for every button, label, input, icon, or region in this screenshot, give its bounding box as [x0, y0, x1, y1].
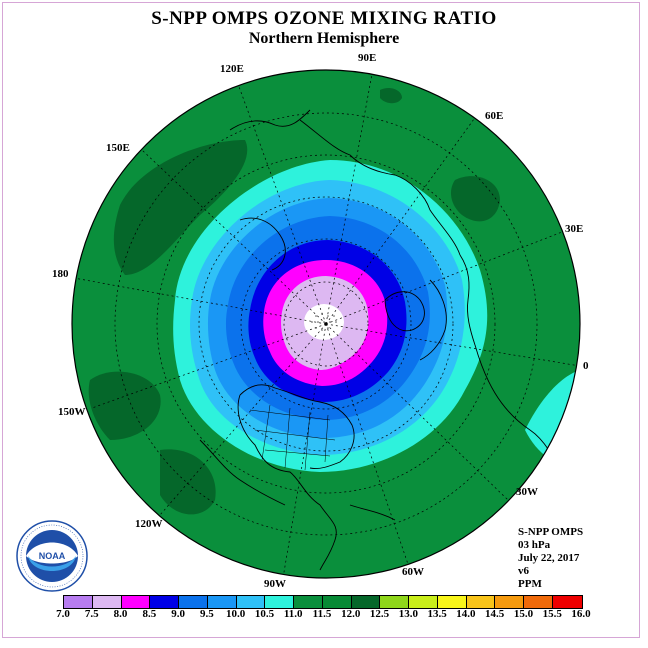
- colorbar-tick-label: 15.0: [513, 608, 534, 620]
- colorbar-tick-label: 10.0: [226, 608, 246, 620]
- colorbar: [63, 595, 583, 609]
- lon-label-60w: 60W: [402, 566, 424, 578]
- colorbar-tick-label: 12.0: [341, 608, 361, 620]
- colorbar-tick-label: 8.0: [113, 608, 128, 620]
- colorbar-tick-label: 14.0: [456, 608, 476, 620]
- colorbar-swatch: [179, 596, 208, 608]
- colorbar-swatch: [380, 596, 410, 608]
- pressure-level-label: 03 hPa: [518, 539, 551, 551]
- latitude-circles: [114, 112, 538, 536]
- map-boundary: [71, 69, 581, 579]
- noaa-logo: NOAA: [16, 520, 88, 592]
- field-12-patch-pacific: [113, 140, 248, 275]
- lon-label-180: 180: [52, 268, 69, 280]
- colorbar-swatch: [466, 596, 496, 608]
- colorbar-tick-label: 7.0: [56, 608, 70, 620]
- metadata-block: S-NPP OMPS 03 hPa July 22, 2017 v6 PPM: [518, 526, 583, 591]
- colorbar-tick-label: 11.5: [312, 608, 332, 620]
- colorbar-swatch: [524, 596, 554, 608]
- colorbar-swatch: [351, 596, 381, 608]
- lon-label-60e: 60E: [485, 110, 504, 122]
- colorbar-swatch: [207, 596, 237, 608]
- meridians: [73, 73, 580, 578]
- colorbar-swatch: [121, 596, 151, 608]
- colorbar-tick-label: 14.5: [485, 608, 505, 620]
- colorbar-tick-label: 9.0: [171, 608, 185, 620]
- noaa-logo-text: NOAA: [39, 551, 66, 561]
- map-subtitle: Northern Hemisphere: [248, 30, 400, 47]
- lon-label-120e: 120E: [220, 63, 244, 75]
- colorbar-tick-label: 11.0: [283, 608, 303, 620]
- map-title: S-NPP OMPS OZONE MIXING RATIO: [151, 8, 497, 29]
- colorbar-swatch: [64, 596, 93, 608]
- colorbar-tick-label: 7.5: [84, 608, 99, 620]
- colorbar-tick-label: 12.5: [369, 608, 390, 620]
- colorbar-swatch: [92, 596, 122, 608]
- colorbar-swatch: [409, 596, 438, 608]
- instrument-label: S-NPP OMPS: [518, 526, 584, 538]
- lon-label-30w: 30W: [516, 486, 538, 498]
- lon-label-120w: 120W: [135, 518, 163, 530]
- colorbar-ticks: 7.0 7.5 8.0 8.5 9.0 9.5 10.0 10.5 11.0 11.5 12.0 12…: [56, 608, 591, 622]
- field-12-patch-southwest: [160, 449, 216, 515]
- colorbar-tick-label: 8.5: [142, 608, 157, 620]
- lon-label-90e: 90E: [358, 52, 377, 64]
- version-label: v6: [518, 565, 529, 577]
- lon-label-150e: 150E: [106, 142, 130, 154]
- lon-label-90w: 90W: [264, 578, 286, 590]
- colorbar-swatch: [322, 596, 352, 608]
- field-12-patch-west: [88, 371, 161, 440]
- colorbar-swatch: [294, 596, 323, 608]
- colorbar-tick-label: 9.5: [200, 608, 214, 620]
- coastlines: [199, 109, 561, 571]
- lon-label-30e: 30E: [565, 223, 584, 235]
- lon-label-0: 0: [583, 360, 589, 372]
- date-label: July 22, 2017: [518, 552, 580, 564]
- units-label: PPM: [518, 578, 542, 590]
- colorbar-tick-label: 10.5: [254, 608, 275, 620]
- colorbar-tick-label: 15.5: [542, 608, 562, 620]
- field-12-patch-northeast: [380, 87, 402, 104]
- lon-label-150w: 150W: [58, 406, 86, 418]
- colorbar-tick-label: 13.5: [427, 608, 447, 620]
- colorbar-tick-label: 16.0: [571, 608, 591, 620]
- colorbar-swatch: [437, 596, 467, 608]
- colorbar-swatch: [265, 596, 295, 608]
- colorbar-swatch: [236, 596, 266, 608]
- field-12-patch-europe: [450, 176, 500, 222]
- colorbar-tick-label: 13.0: [398, 608, 418, 620]
- colorbar-swatch: [495, 596, 525, 608]
- figure-frame: [2, 2, 640, 638]
- political-boundaries: [249, 404, 336, 471]
- colorbar-swatch: [553, 596, 582, 608]
- colorbar-swatch: [150, 596, 180, 608]
